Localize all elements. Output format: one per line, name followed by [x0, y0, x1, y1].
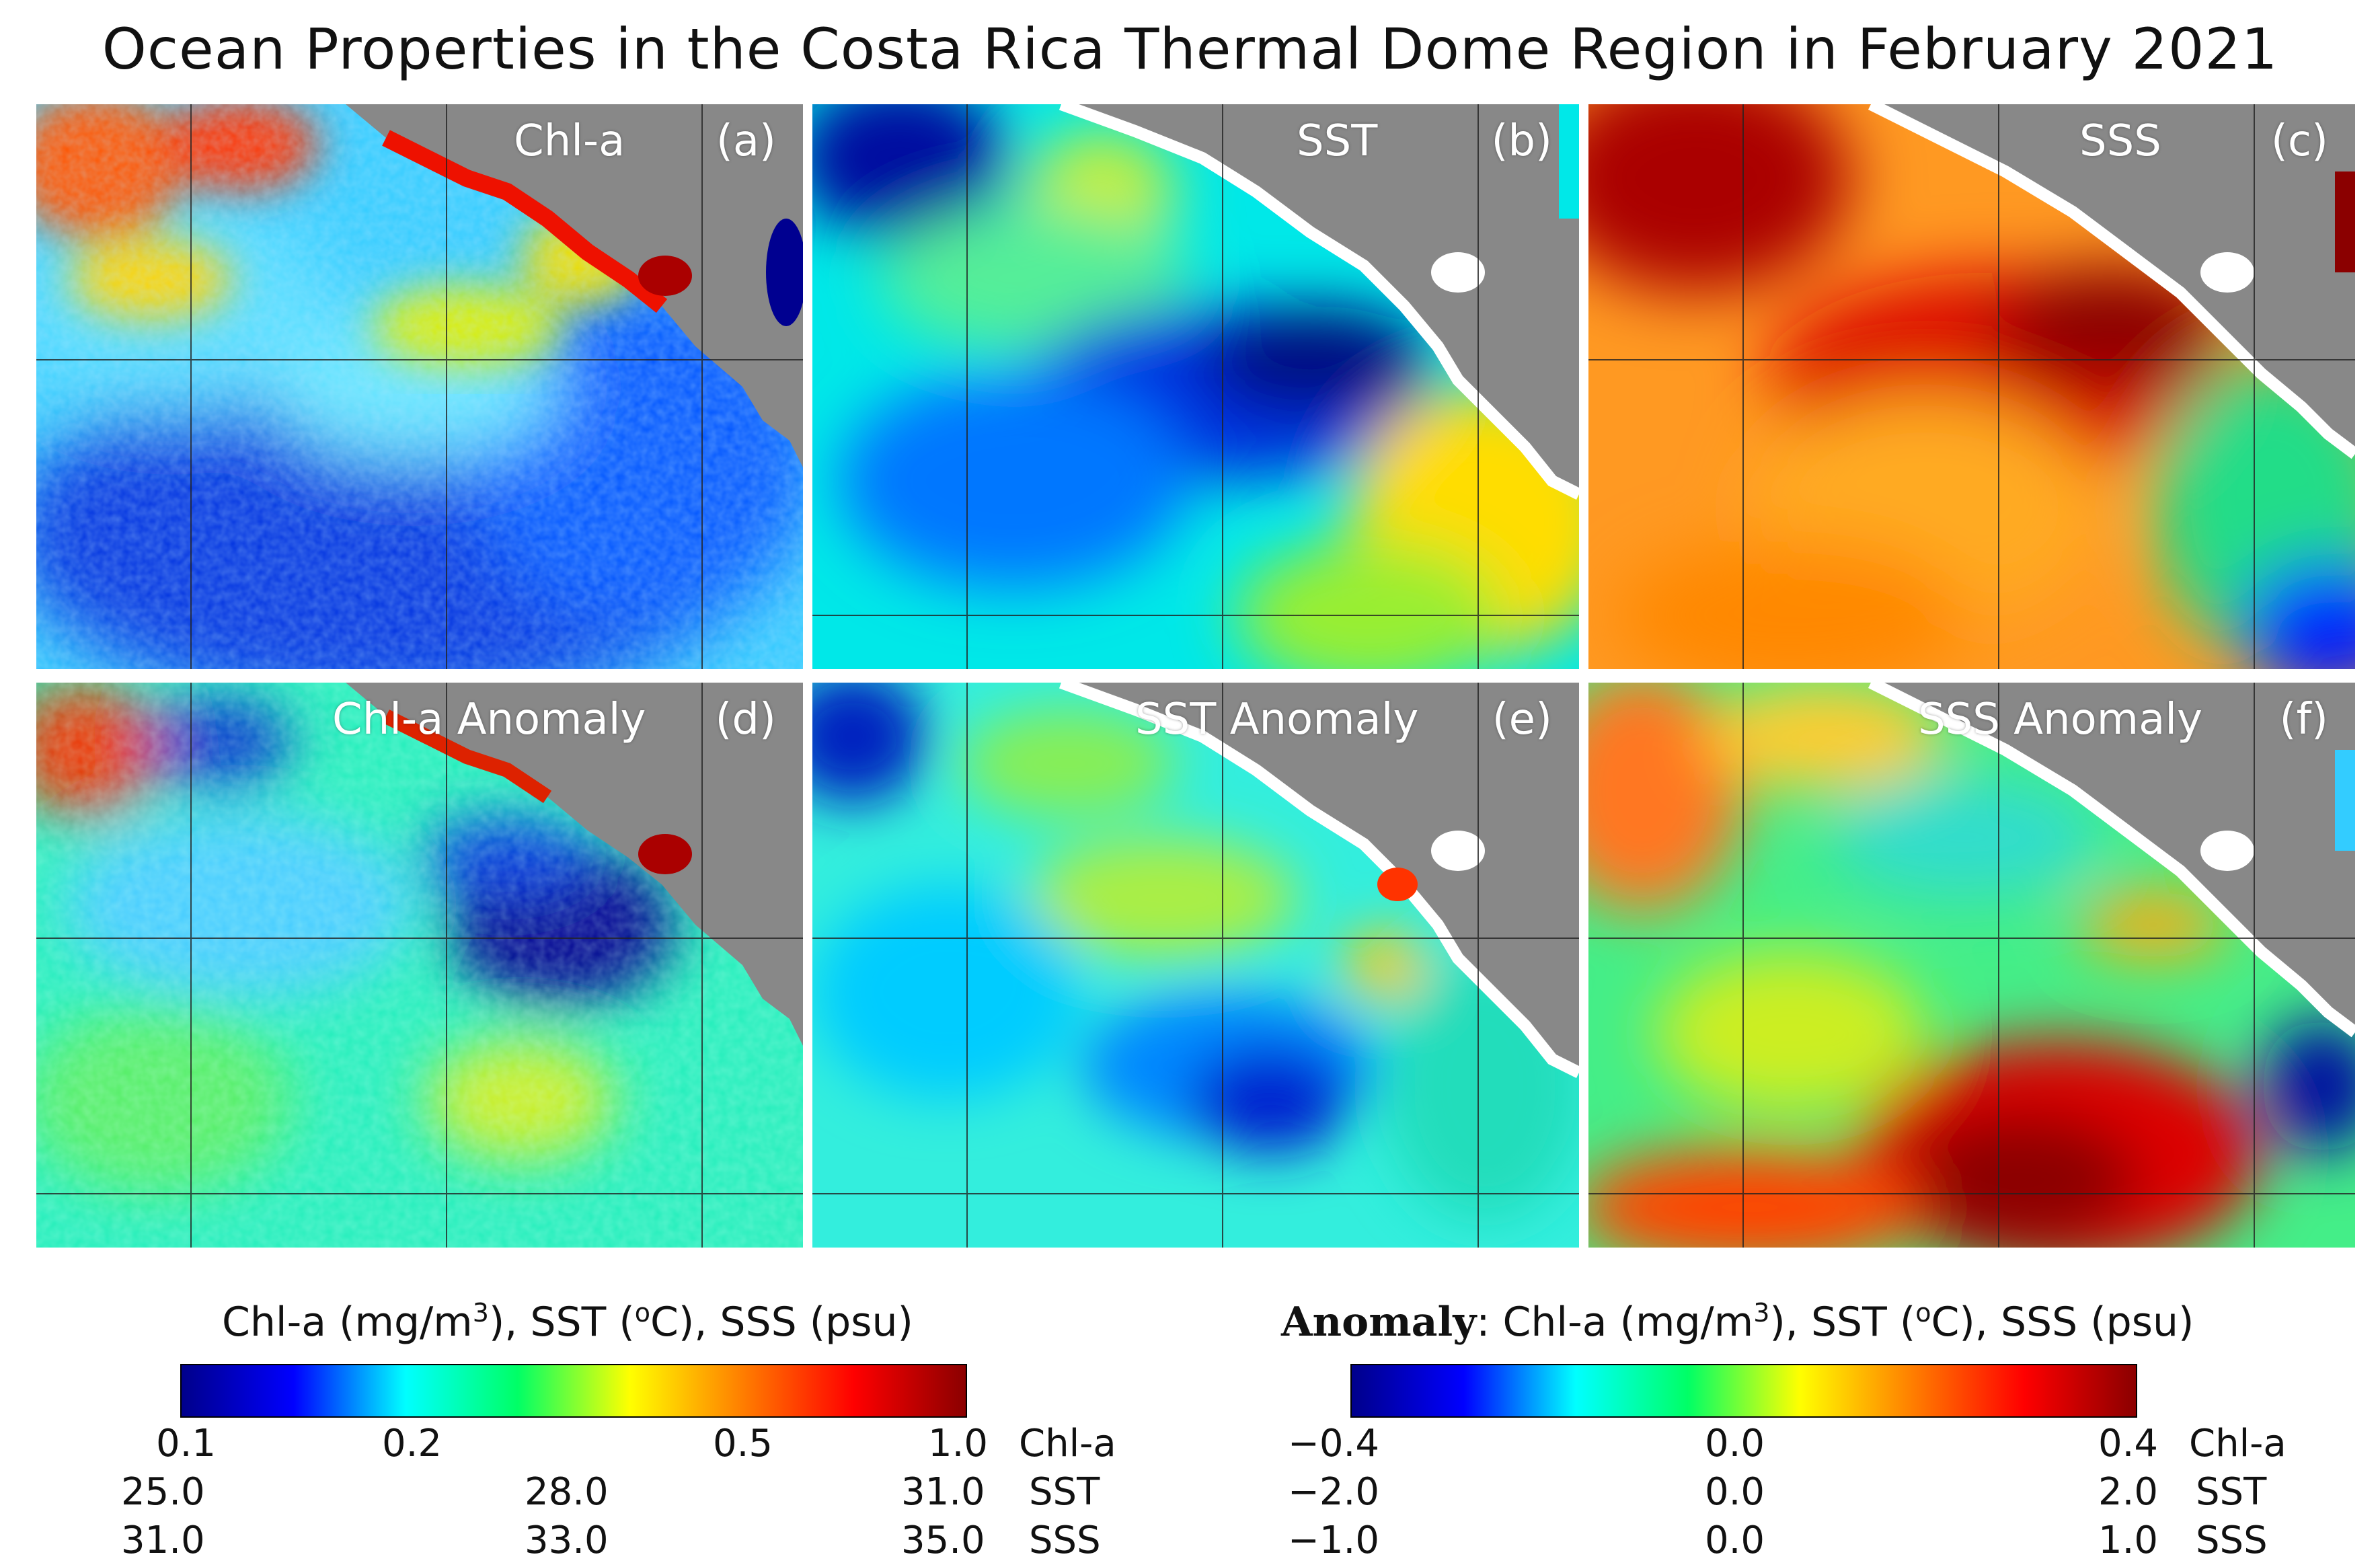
- anom-tick-sst-0: −2.0: [1288, 1470, 1379, 1514]
- panel-c-label: SSS: [2079, 116, 2161, 166]
- figure-title: Ocean Properties in the Costa Rica Therm…: [102, 16, 2278, 82]
- tick-sst-1: 28.0: [525, 1470, 609, 1514]
- anom-row-name-chl: Chl-a: [2189, 1422, 2287, 1465]
- sst-anomaly-map: [812, 683, 1579, 1248]
- tick-sss-0: 31.0: [121, 1519, 205, 1562]
- panel-chl-a-anomaly: Chl-a Anomaly (d): [36, 683, 803, 1248]
- panel-a-label: Chl-a: [514, 116, 625, 166]
- sss-map: [1588, 104, 2355, 669]
- row-name-sss: SSS: [1029, 1519, 1101, 1562]
- panel-sst: SST (b): [812, 104, 1579, 669]
- tick-chl-3: 1.0: [928, 1422, 989, 1465]
- sst-map: [812, 104, 1579, 669]
- panel-sss-anomaly: SSS Anomaly (f): [1588, 683, 2355, 1248]
- row-name-chl: Chl-a: [1019, 1422, 1116, 1465]
- tick-chl-2: 0.5: [713, 1422, 773, 1465]
- chl-a-map: [36, 104, 803, 669]
- anom-tick-chl-0: −0.4: [1288, 1422, 1379, 1465]
- tick-chl-0: 0.1: [156, 1422, 217, 1465]
- colorbar-absolute-title: Chl-a (mg/m3), SST (oC), SSS (psu): [222, 1298, 913, 1346]
- panel-f-letter: (f): [2279, 695, 2328, 744]
- tick-sss-2: 35.0: [901, 1519, 985, 1562]
- anom-tick-sst-2: 2.0: [2098, 1470, 2159, 1514]
- tick-sst-0: 25.0: [121, 1470, 205, 1514]
- panel-b-label: SST: [1297, 116, 1378, 166]
- panel-e-label: SST Anomaly: [1135, 695, 1419, 744]
- anom-tick-chl-2: 0.4: [2098, 1422, 2159, 1465]
- panel-e-letter: (e): [1492, 695, 1552, 744]
- panel-sst-anomaly: SST Anomaly (e): [812, 683, 1579, 1248]
- panel-b-letter: (b): [1491, 116, 1552, 166]
- tick-sss-1: 33.0: [525, 1519, 609, 1562]
- sss-anomaly-map: [1588, 683, 2355, 1248]
- colorbar-anomaly-title: Anomaly: Chl-a (mg/m3), SST (oC), SSS (p…: [1281, 1298, 2194, 1346]
- anom-row-name-sss: SSS: [2196, 1519, 2268, 1562]
- anom-tick-chl-1: 0.0: [1705, 1422, 1765, 1465]
- colorbar-absolute: [180, 1364, 967, 1418]
- panel-sss: SSS (c): [1588, 104, 2355, 669]
- tick-chl-1: 0.2: [382, 1422, 443, 1465]
- panel-c-letter: (c): [2270, 116, 2328, 166]
- anom-tick-sss-1: 0.0: [1705, 1519, 1765, 1562]
- anom-tick-sss-2: 1.0: [2098, 1519, 2159, 1562]
- anom-tick-sst-1: 0.0: [1705, 1470, 1765, 1514]
- chl-a-anomaly-map: [36, 683, 803, 1248]
- row-name-sst: SST: [1029, 1470, 1100, 1514]
- panel-d-letter: (d): [715, 695, 776, 744]
- anom-tick-sss-0: −1.0: [1288, 1519, 1379, 1562]
- panel-f-label: SSS Anomaly: [1918, 695, 2202, 744]
- panel-chl-a: Chl-a (a): [36, 104, 803, 669]
- anom-row-name-sst: SST: [2196, 1470, 2267, 1514]
- tick-sst-2: 31.0: [901, 1470, 985, 1514]
- colorbar-anomaly: [1350, 1364, 2137, 1418]
- panel-a-letter: (a): [716, 116, 776, 166]
- panel-d-label: Chl-a Anomaly: [332, 695, 646, 744]
